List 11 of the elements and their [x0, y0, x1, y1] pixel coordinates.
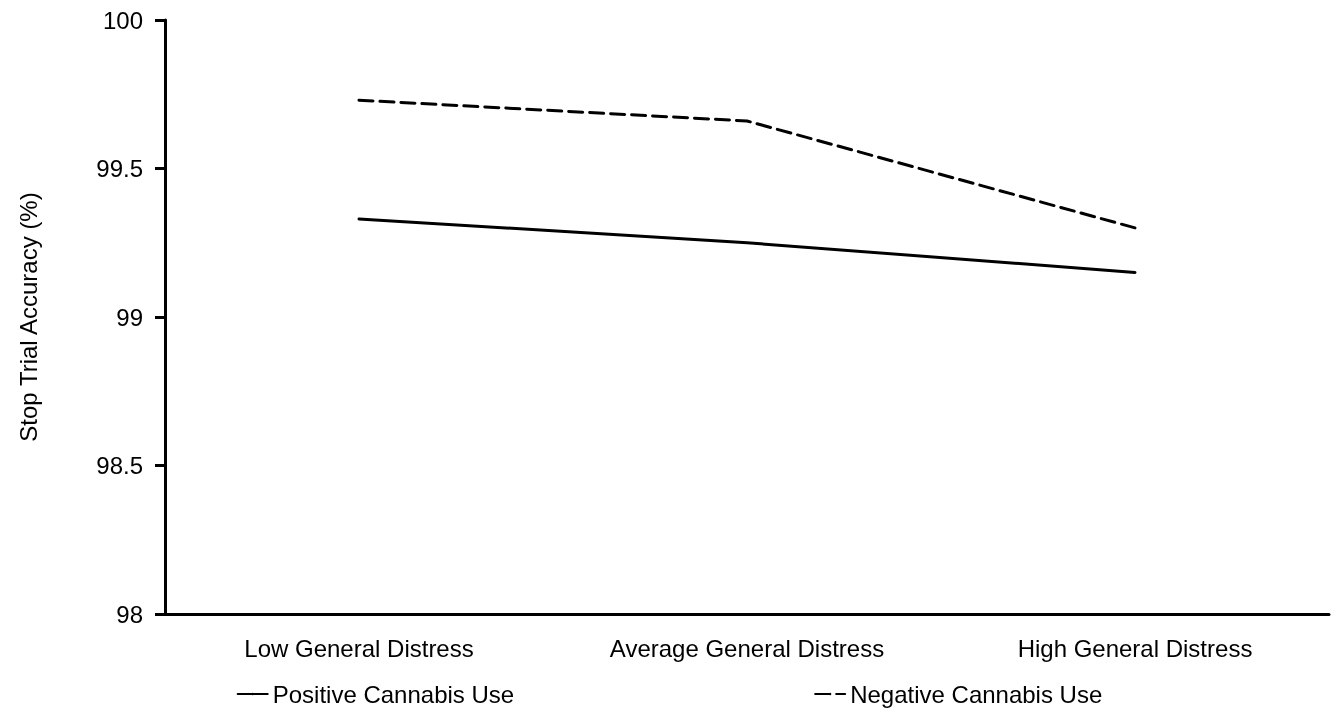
x-tick-label: High General Distress	[1017, 634, 1253, 662]
y-axis-title: Stop Trial Accuracy (%)	[14, 192, 42, 442]
y-tick-label: 98.5	[96, 452, 143, 479]
y-tick-label: 99.5	[96, 155, 143, 182]
y-tick-label: 98	[116, 600, 143, 628]
y-tick-label: 100	[102, 6, 143, 34]
y-tick-label: 99	[116, 303, 143, 331]
x-tick-label: Average General Distress	[609, 634, 885, 662]
legend-label: Negative Cannabis Use	[850, 680, 1103, 708]
x-tick-label: Low General Distress	[244, 634, 474, 662]
legend-label: Positive Cannabis Use	[272, 680, 515, 708]
